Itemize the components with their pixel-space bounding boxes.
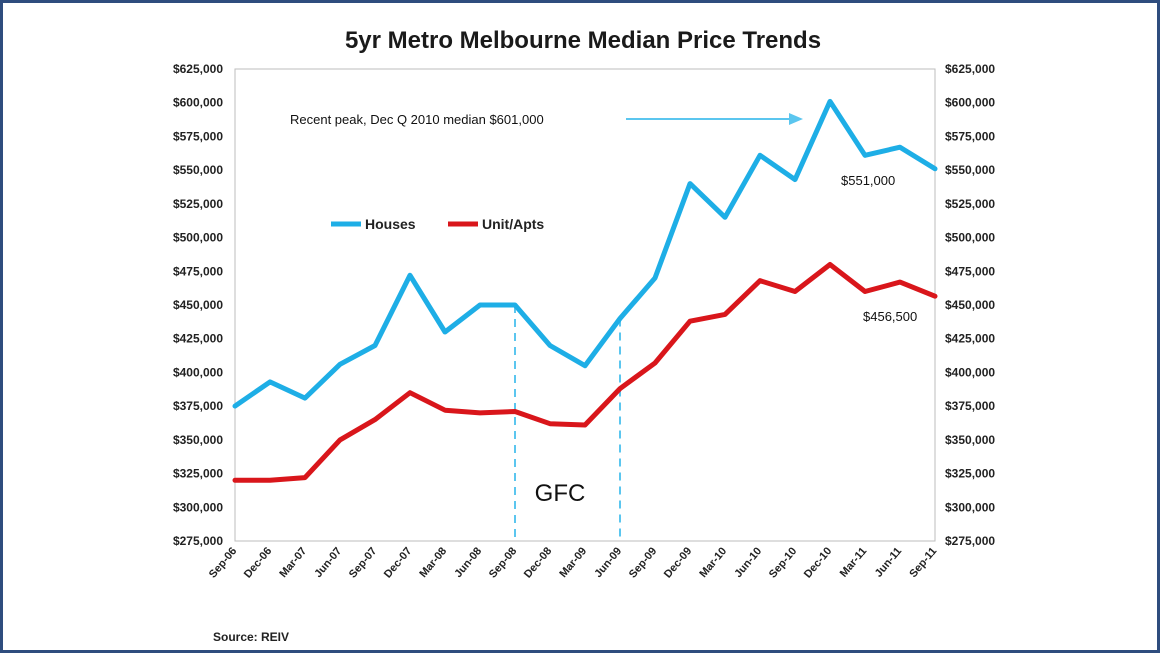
y-tick-label-right: $500,000 [945, 231, 995, 245]
x-tick-label: Sep-08 [487, 545, 519, 580]
plot-area [234, 68, 936, 542]
series-line-houses [232, 98, 938, 409]
x-tick-label: Jun-07 [312, 545, 344, 580]
y-tick-label-right: $575,000 [945, 129, 995, 143]
y-tick-label-left: $375,000 [173, 399, 223, 413]
peak-arrow-head [789, 113, 803, 125]
x-tick-label: Dec-06 [242, 545, 274, 580]
x-tick-label: Mar-11 [838, 545, 870, 579]
y-tick-label-left: $400,000 [173, 365, 223, 379]
y-tick-label-left: $350,000 [173, 433, 223, 447]
y-tick-label-right: $300,000 [945, 500, 995, 514]
x-tick-label: Sep-06 [207, 545, 239, 580]
x-tick-label: Jun-11 [873, 545, 905, 579]
peak-annotation: Recent peak, Dec Q 2010 median $601,000 [290, 112, 803, 127]
x-tick-label: Jun-10 [732, 545, 764, 580]
y-tick-label-left: $425,000 [173, 332, 223, 346]
x-tick-label: Mar-08 [417, 545, 449, 580]
y-tick-label-left: $525,000 [173, 197, 223, 211]
series-lines [232, 98, 938, 483]
houses-end-label: $551,000 [841, 173, 895, 188]
gfc-label: GFC [535, 480, 586, 507]
x-tick-label: Sep-09 [627, 545, 659, 580]
y-tick-label-left: $550,000 [173, 163, 223, 177]
y-tick-label-right: $475,000 [945, 264, 995, 278]
x-tick-label: Mar-10 [697, 545, 729, 580]
peak-annotation-text: Recent peak, Dec Q 2010 median $601,000 [290, 112, 544, 127]
y-tick-label-right: $375,000 [945, 399, 995, 413]
price-trends-chart: 5yr Metro Melbourne Median Price Trends … [173, 27, 995, 644]
chart-title: 5yr Metro Melbourne Median Price Trends [345, 27, 821, 54]
legend: Houses Unit/Apts [331, 216, 544, 232]
x-tick-label: Mar-07 [277, 545, 309, 580]
y-tick-label-left: $325,000 [173, 467, 223, 481]
x-axis: Sep-06 Dec-06 Mar-07 Jun-07 Sep-07 Dec-07 Mar-… [207, 545, 939, 580]
y-tick-label-right: $550,000 [945, 163, 995, 177]
x-tick-label: Jun-08 [452, 545, 484, 580]
y-tick-label-right: $425,000 [945, 332, 995, 346]
units-end-label: $456,500 [863, 309, 917, 324]
legend-units-label: Unit/Apts [482, 216, 544, 232]
y-tick-label-left: $500,000 [173, 231, 223, 245]
x-tick-label: Dec-08 [522, 545, 554, 580]
y-tick-label-left: $600,000 [173, 96, 223, 110]
source-note: Source: REIV [213, 630, 289, 644]
x-tick-label: Dec-07 [382, 545, 414, 580]
y-tick-label-left: $475,000 [173, 264, 223, 278]
y-tick-label-left: $275,000 [173, 534, 223, 548]
y-axis-left: $275,000 $300,000 $325,000 $350,000 $375,000… [173, 62, 223, 548]
x-tick-label: Dec-09 [662, 545, 694, 580]
y-tick-label-right: $325,000 [945, 467, 995, 481]
y-tick-label-left: $575,000 [173, 129, 223, 143]
y-tick-label-right: $450,000 [945, 298, 995, 312]
y-tick-label-right: $400,000 [945, 365, 995, 379]
y-tick-label-right: $275,000 [945, 534, 995, 548]
x-tick-label: Sep-11 [907, 545, 939, 580]
x-tick-label: Jun-09 [592, 545, 624, 580]
y-tick-label-left: $625,000 [173, 62, 223, 76]
x-tick-label: Sep-07 [347, 545, 379, 580]
y-tick-label-right: $525,000 [945, 197, 995, 211]
y-tick-label-left: $450,000 [173, 298, 223, 312]
gfc-markers [514, 305, 621, 541]
y-axis-right: $275,000 $300,000 $325,000 $350,000 $375,000… [945, 62, 995, 548]
x-tick-label: Mar-09 [557, 545, 589, 580]
x-tick-label: Sep-10 [767, 545, 799, 580]
series-line-unit-apts [232, 262, 938, 483]
y-tick-label-right: $600,000 [945, 96, 995, 110]
y-tick-label-right: $350,000 [945, 433, 995, 447]
y-tick-label-left: $300,000 [173, 500, 223, 514]
y-tick-label-right: $625,000 [945, 62, 995, 76]
legend-houses-label: Houses [365, 216, 416, 232]
x-tick-label: Dec-10 [802, 545, 834, 580]
